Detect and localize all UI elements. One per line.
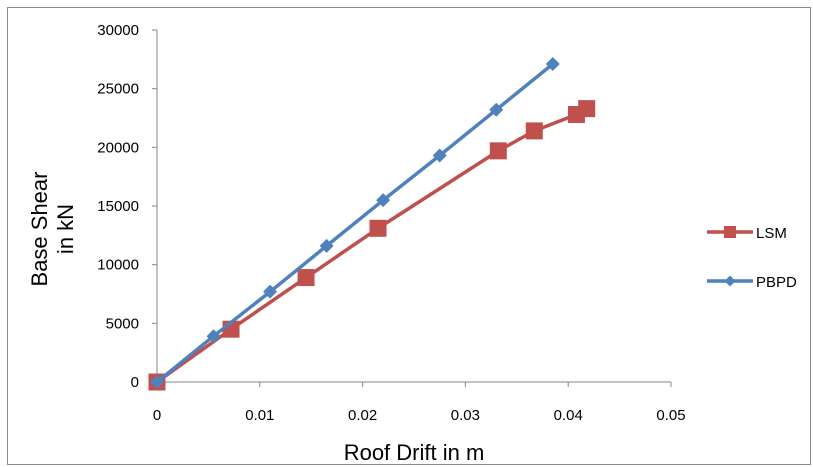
x-tick-label: 0.02 (348, 407, 377, 424)
series-line-lsm (155, 107, 588, 384)
data-point-lsm (297, 269, 315, 287)
data-point-lsm (525, 122, 543, 140)
legend-label-pbpd: PBPD (756, 274, 797, 291)
data-point-pbpd (150, 375, 164, 389)
data-point-pbpd (432, 148, 447, 163)
data-point-lsm (578, 100, 596, 118)
data-point-pbpd (319, 238, 334, 253)
chart-frame (7, 7, 811, 465)
x-tick-label: 0.04 (554, 407, 583, 424)
x-tick-label: 0.05 (656, 407, 685, 424)
data-point-lsm (489, 142, 507, 160)
legend: LSM PBPD (707, 225, 797, 291)
data-point-pbpd (489, 102, 504, 117)
y-tick-label: 15000 (97, 198, 139, 215)
y-tick-label: 5000 (106, 315, 139, 332)
data-point-lsm (369, 219, 387, 237)
legend-label-lsm: LSM (756, 225, 787, 242)
y-axis-title-line2: in kN (53, 204, 78, 254)
series-layer (148, 57, 596, 391)
y-axis-title-line1: Base Shear (27, 172, 52, 287)
series-line-pbpd (155, 62, 554, 384)
data-point-pbpd (545, 57, 560, 72)
x-tick-label: 0.01 (245, 407, 274, 424)
x-tick-label: 0.03 (451, 407, 480, 424)
data-point-pbpd (263, 284, 278, 299)
legend-marker-pbpd (724, 275, 736, 287)
axes: 0 5000 10000 15000 20000 25000 30000 0 0.01 0.02 0… (97, 22, 685, 424)
y-tick-label: 30000 (97, 22, 139, 39)
y-tick-label: 0 (131, 374, 139, 391)
legend-marker-lsm (724, 226, 736, 238)
x-axis-title: Roof Drift in m (344, 440, 485, 465)
data-point-pbpd (376, 193, 391, 208)
y-tick-label: 25000 (97, 81, 139, 98)
x-tick-label: 0 (153, 407, 161, 424)
y-tick-label: 20000 (97, 139, 139, 156)
data-point-pbpd (206, 329, 221, 344)
y-tick-label: 10000 (97, 257, 139, 274)
